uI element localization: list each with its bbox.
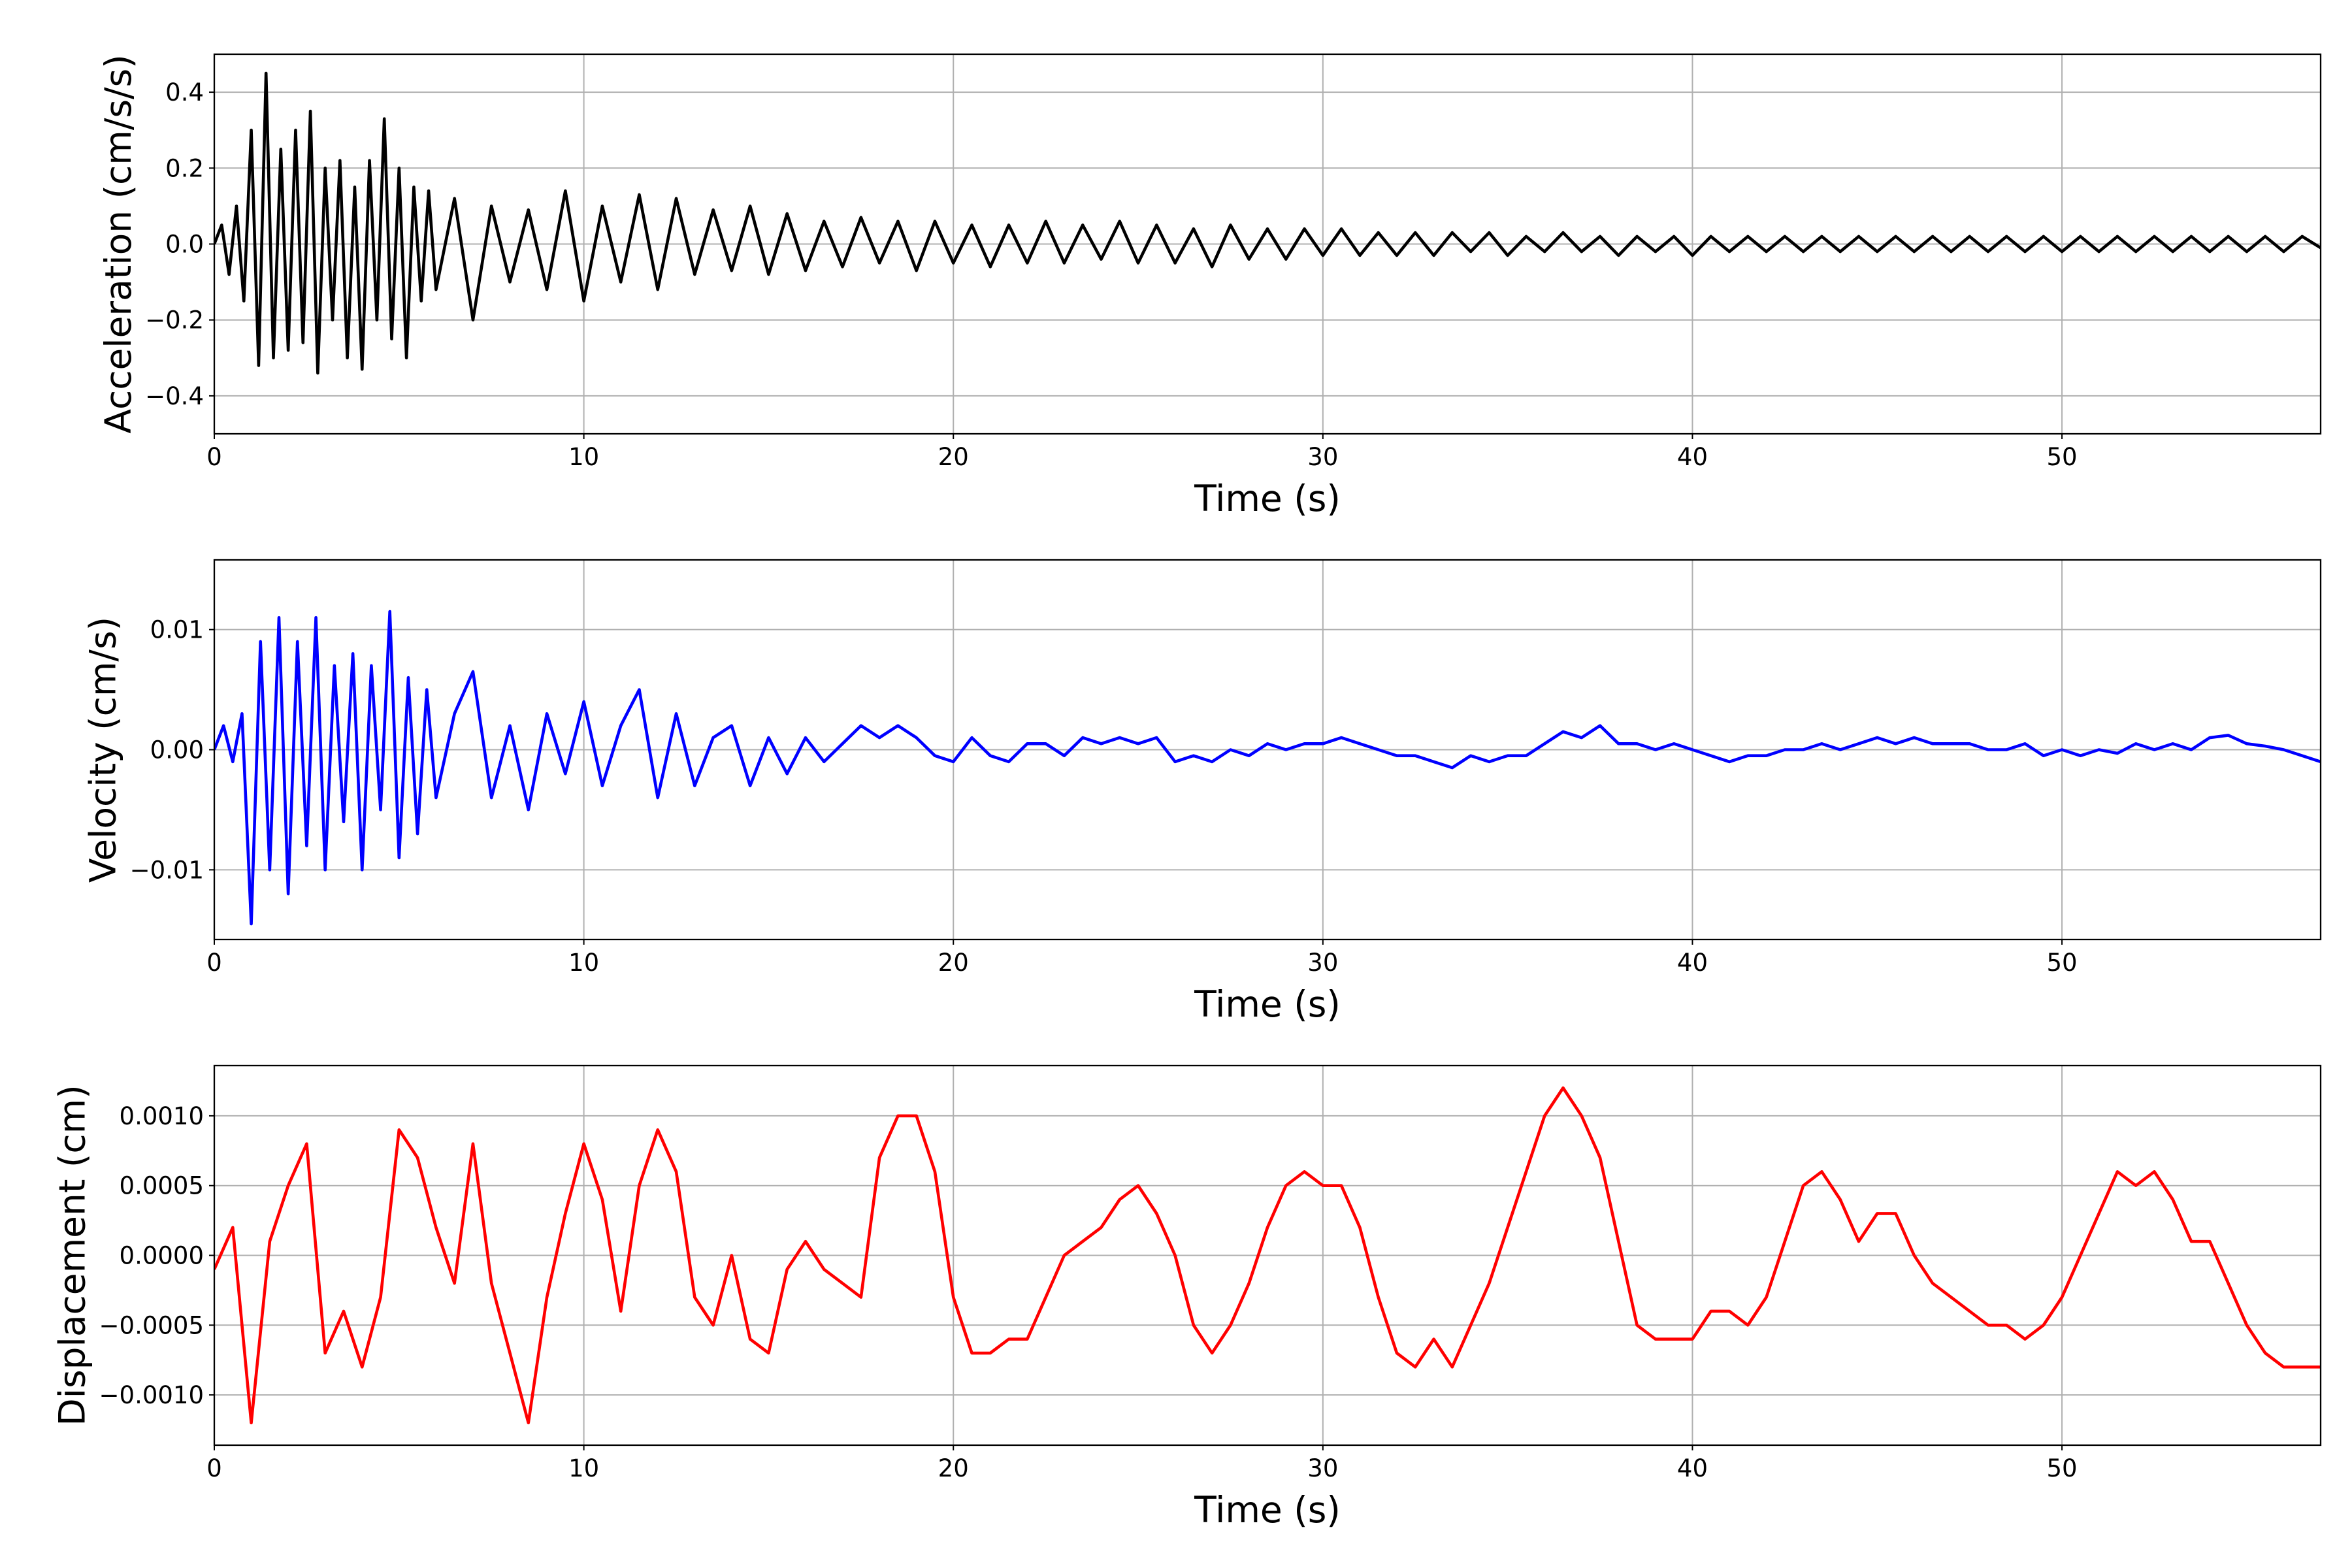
y-tick-label: −0.2 [145,306,204,335]
x-tick-label: 10 [568,1454,599,1482]
x-tick-label: 30 [1307,949,1338,977]
x-tick-label: 0 [206,949,222,977]
plot-frame [213,559,2322,941]
y-tick-label: −0.01 [130,856,204,884]
x-tick-label: 50 [2047,949,2078,977]
data-line [214,71,2321,375]
x-tick-label: 0 [206,1454,222,1482]
data-line [214,1086,2321,1425]
x-tick-label: 50 [2047,443,2078,471]
x-axis-label: Time (s) [1194,478,1341,519]
y-axis-label: Velocity (cm/s) [82,617,124,883]
y-axis-label: Acceleration (cm/s/s) [97,54,139,433]
plot-frame [213,53,2322,435]
x-axis-label: Time (s) [1194,983,1341,1025]
data-line [214,610,2321,926]
y-tick-label: −0.0005 [99,1311,204,1339]
x-tick-label: 40 [1677,1454,1708,1482]
x-tick-label: 30 [1307,1454,1338,1482]
y-tick-label: 0.2 [165,154,204,182]
x-tick-label: 30 [1307,443,1338,471]
plot-frame [213,1064,2322,1446]
y-axis-label: Displacement (cm) [52,1085,93,1426]
x-tick-label: 0 [206,443,222,471]
x-tick-label: 20 [938,443,969,471]
y-tick-label: 0.00 [150,736,204,764]
y-tick-label: 0.0000 [120,1242,204,1270]
y-tick-label: −0.0010 [99,1381,204,1409]
x-tick-label: 50 [2047,1454,2078,1482]
x-tick-label: 20 [938,1454,969,1482]
y-tick-label: 0.0010 [120,1102,204,1130]
x-tick-label: 40 [1677,443,1708,471]
y-tick-label: 0.01 [150,616,204,644]
x-tick-label: 10 [568,443,599,471]
x-tick-label: 40 [1677,949,1708,977]
x-tick-label: 20 [938,949,969,977]
y-tick-label: −0.4 [145,382,204,410]
y-tick-label: 0.4 [165,78,204,106]
x-tick-label: 10 [568,949,599,977]
y-tick-label: 0.0005 [120,1172,204,1200]
x-axis-label: Time (s) [1194,1489,1341,1531]
y-tick-label: 0.0 [165,231,204,259]
